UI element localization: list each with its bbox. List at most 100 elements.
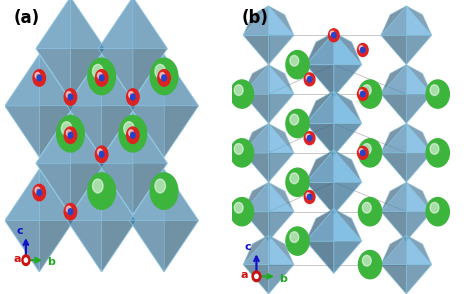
Circle shape xyxy=(35,187,40,193)
Polygon shape xyxy=(381,182,406,212)
Polygon shape xyxy=(39,106,74,157)
Text: c: c xyxy=(245,242,251,252)
Text: (b): (b) xyxy=(242,9,269,27)
Circle shape xyxy=(119,116,146,152)
Circle shape xyxy=(255,274,258,278)
Polygon shape xyxy=(268,65,294,94)
Polygon shape xyxy=(268,153,294,182)
Circle shape xyxy=(290,173,299,184)
Polygon shape xyxy=(39,169,74,220)
Polygon shape xyxy=(133,163,167,215)
Polygon shape xyxy=(268,265,294,294)
Polygon shape xyxy=(129,169,164,220)
Polygon shape xyxy=(36,112,71,163)
Polygon shape xyxy=(306,32,334,65)
Polygon shape xyxy=(306,182,334,215)
Circle shape xyxy=(162,75,166,81)
Polygon shape xyxy=(406,123,432,153)
Polygon shape xyxy=(334,91,362,123)
Polygon shape xyxy=(243,35,268,65)
Circle shape xyxy=(290,114,299,125)
Circle shape xyxy=(230,80,254,108)
Polygon shape xyxy=(306,209,334,241)
Polygon shape xyxy=(381,6,406,35)
Polygon shape xyxy=(334,65,362,97)
Polygon shape xyxy=(243,65,268,94)
Polygon shape xyxy=(71,49,105,100)
Polygon shape xyxy=(381,235,406,265)
Circle shape xyxy=(95,146,108,163)
Polygon shape xyxy=(306,123,334,156)
Polygon shape xyxy=(406,94,432,123)
Circle shape xyxy=(150,58,178,95)
Polygon shape xyxy=(268,182,294,212)
Polygon shape xyxy=(268,123,294,153)
Circle shape xyxy=(430,143,439,154)
Polygon shape xyxy=(101,106,136,157)
Circle shape xyxy=(358,139,382,167)
Circle shape xyxy=(64,127,77,143)
Circle shape xyxy=(308,77,312,82)
Circle shape xyxy=(68,132,73,138)
Polygon shape xyxy=(306,65,334,97)
Circle shape xyxy=(359,90,364,95)
Polygon shape xyxy=(334,123,362,156)
Polygon shape xyxy=(243,182,268,212)
Polygon shape xyxy=(381,153,406,182)
Polygon shape xyxy=(5,106,39,157)
Polygon shape xyxy=(133,112,167,163)
Polygon shape xyxy=(381,123,406,153)
Polygon shape xyxy=(381,182,406,212)
Polygon shape xyxy=(98,0,133,49)
Text: a: a xyxy=(14,254,21,264)
Circle shape xyxy=(359,148,364,153)
Polygon shape xyxy=(39,54,74,106)
Circle shape xyxy=(308,194,312,200)
Polygon shape xyxy=(406,182,432,212)
Polygon shape xyxy=(164,54,199,106)
Circle shape xyxy=(290,232,299,243)
Polygon shape xyxy=(306,91,334,123)
Circle shape xyxy=(131,94,135,100)
Circle shape xyxy=(131,132,135,138)
Polygon shape xyxy=(133,0,167,49)
Polygon shape xyxy=(381,212,406,241)
Circle shape xyxy=(24,258,27,262)
Polygon shape xyxy=(101,169,136,220)
Circle shape xyxy=(358,198,382,226)
Polygon shape xyxy=(98,112,133,163)
Circle shape xyxy=(68,94,73,100)
Circle shape xyxy=(363,255,371,266)
Polygon shape xyxy=(268,235,294,265)
Circle shape xyxy=(358,250,382,279)
Polygon shape xyxy=(243,6,268,35)
Circle shape xyxy=(286,227,309,255)
Circle shape xyxy=(37,190,42,196)
Circle shape xyxy=(234,202,243,213)
Polygon shape xyxy=(243,182,268,212)
Polygon shape xyxy=(334,209,362,241)
Circle shape xyxy=(92,64,103,78)
Polygon shape xyxy=(243,265,268,294)
Circle shape xyxy=(426,198,449,226)
Polygon shape xyxy=(406,6,432,35)
Polygon shape xyxy=(406,65,432,94)
Polygon shape xyxy=(36,163,71,215)
Polygon shape xyxy=(406,35,432,65)
Circle shape xyxy=(66,92,71,98)
Circle shape xyxy=(124,122,134,136)
Polygon shape xyxy=(133,49,167,100)
Polygon shape xyxy=(67,106,101,157)
Circle shape xyxy=(66,130,71,136)
Text: (a): (a) xyxy=(14,9,40,27)
Polygon shape xyxy=(268,94,294,123)
Text: a: a xyxy=(241,270,248,280)
Circle shape xyxy=(363,85,371,96)
Circle shape xyxy=(98,149,102,155)
Polygon shape xyxy=(381,65,406,94)
Circle shape xyxy=(127,89,139,105)
Polygon shape xyxy=(334,182,362,215)
Polygon shape xyxy=(243,235,268,265)
Polygon shape xyxy=(268,212,294,241)
Circle shape xyxy=(129,92,134,98)
